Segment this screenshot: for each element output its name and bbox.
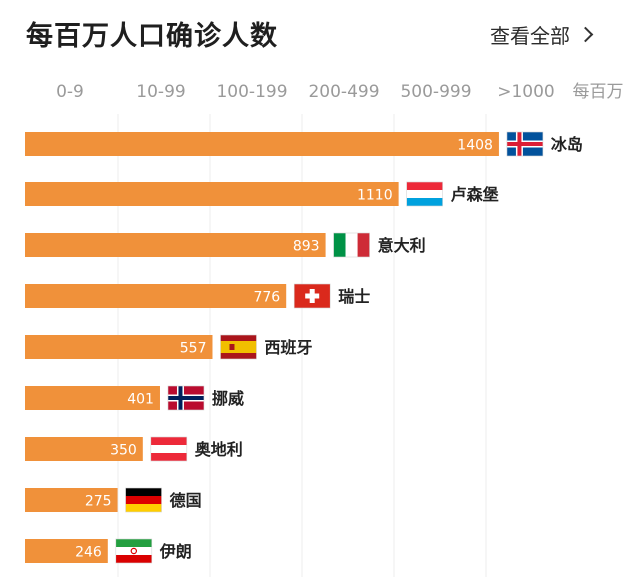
country-label: 瑞士 xyxy=(338,287,370,306)
country-label: 冰岛 xyxy=(551,135,583,154)
chart-title: 每百万人口确诊人数 xyxy=(26,21,278,52)
bar-value-label: 350 xyxy=(110,443,137,459)
bar xyxy=(25,386,160,410)
bar-value-label: 401 xyxy=(127,392,154,408)
bar xyxy=(25,284,287,308)
country-label: 挪威 xyxy=(212,389,244,408)
header: 每百万人口确诊人数 查看全部 xyxy=(0,0,640,70)
x-tick-label: 10-99 xyxy=(136,82,185,102)
flag-norway-icon xyxy=(167,385,205,411)
bar xyxy=(25,488,118,512)
country-label: 奥地利 xyxy=(195,440,243,459)
bar-value-label: 246 xyxy=(75,545,102,561)
bar-value-label: 1408 xyxy=(457,138,493,154)
x-tick-label: 500-999 xyxy=(400,82,471,102)
bar xyxy=(25,132,499,156)
x-tick-label: 100-199 xyxy=(216,82,287,102)
country-label: 卢森堡 xyxy=(451,185,499,204)
flag-austria-icon xyxy=(150,436,188,462)
x-tick-label: 0-9 xyxy=(56,82,84,102)
flag-iran-icon xyxy=(115,538,153,564)
view-all-label: 查看全部 xyxy=(490,24,570,48)
country-label: 意大利 xyxy=(378,236,426,255)
bar-value-label: 1110 xyxy=(357,188,393,204)
flag-germany-icon xyxy=(125,487,162,513)
flag-spain-icon xyxy=(220,334,257,360)
bar xyxy=(25,182,399,206)
bar xyxy=(25,437,143,461)
bar xyxy=(25,539,108,563)
bar-value-label: 275 xyxy=(85,494,112,510)
bar-value-label: 776 xyxy=(253,290,280,306)
flag-iceland-icon xyxy=(506,131,544,157)
country-label: 德国 xyxy=(170,491,202,510)
flag-italy-icon xyxy=(333,232,370,258)
country-label: 西班牙 xyxy=(264,338,312,357)
flag-luxembourg-icon xyxy=(406,181,443,207)
flag-switzerland-icon xyxy=(293,283,331,309)
x-tick-label: 200-499 xyxy=(308,82,379,102)
bar-value-label: 557 xyxy=(180,341,207,357)
country-label: 伊朗 xyxy=(159,542,192,561)
bar xyxy=(25,233,326,257)
x-tick-label: 每百万 xyxy=(573,82,624,102)
x-tick-label: >1000 xyxy=(497,82,555,102)
bar xyxy=(25,335,213,359)
bar-value-label: 893 xyxy=(293,239,320,255)
view-all-link[interactable]: 查看全部 xyxy=(490,20,594,49)
